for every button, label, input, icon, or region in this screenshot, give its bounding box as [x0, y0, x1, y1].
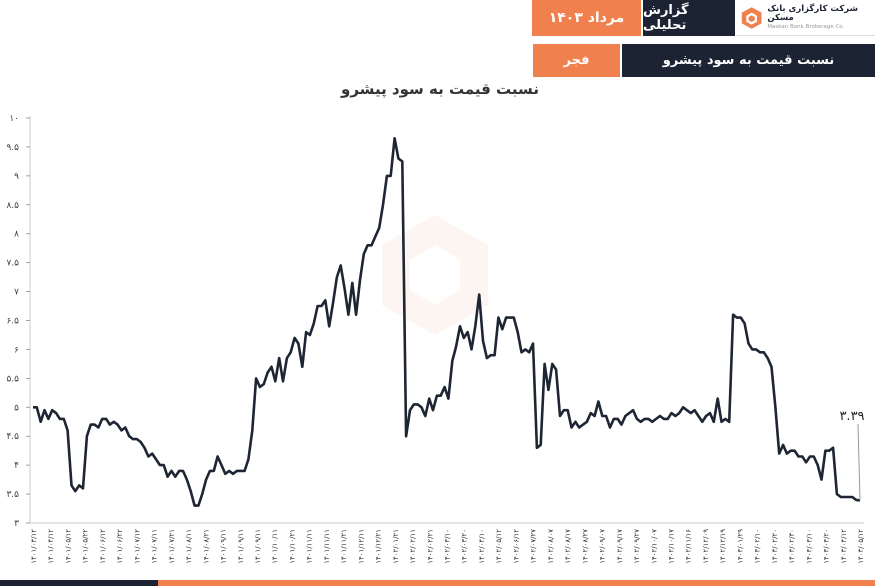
- x-tick-label: ۱۴۰۲/۱۲/۰۹: [702, 529, 710, 564]
- company-name: شرکت کارگزاری بانک مسکن: [767, 4, 858, 24]
- x-tick-label: ۱۴۰۲/۰۱/۲۱: [392, 529, 400, 564]
- x-tick-label: ۱۴۰۱/۱۰/۲۱: [288, 529, 296, 564]
- y-tick-label: ۵: [14, 403, 19, 413]
- x-tick-label: ۱۴۰۱/۱۱/۱۱: [323, 529, 331, 564]
- x-tick-label: ۱۴۰۱/۰۷/۲۱: [168, 529, 176, 564]
- report-type-label: گزارش تحلیلی: [643, 0, 735, 36]
- x-tick-label: ۱۴۰۱/۰۷/۱۱: [151, 529, 159, 564]
- chart-title: نسبت قیمت به سود پیشرو: [341, 80, 539, 98]
- y-tick-label: ۴: [14, 461, 19, 471]
- x-tick-label: ۱۴۰۳/۰۳/۲۰: [823, 529, 831, 564]
- x-tick-label: ۱۴۰۲/۰۵/۱۲: [495, 529, 503, 564]
- x-tick-label: ۱۴۰۲/۱۰/۱۷: [667, 529, 675, 564]
- x-tick-label: ۱۴۰۲/۰۸/۱۷: [564, 529, 572, 564]
- x-tick-label: ۱۴۰۲/۰۳/۲۰: [461, 529, 469, 564]
- x-tick-label: ۱۴۰۲/۰۹/۰۷: [599, 529, 607, 564]
- x-tick-label: ۱۴۰۲/۰۲/۲۱: [426, 529, 434, 564]
- stock-symbol: فجر: [533, 44, 620, 77]
- y-tick-label: ۵.۵: [6, 374, 19, 384]
- x-tick-label: ۱۴۰۲/۰۸/۲۷: [581, 529, 589, 564]
- x-tick-label: ۱۴۰۲/۱۲/۱۹: [719, 529, 727, 564]
- x-tick-label: ۱۴۰۱/۰۶/۲۲: [116, 529, 124, 564]
- x-tick-label: ۱۴۰۲/۰۷/۲۷: [530, 529, 538, 564]
- company-name-en: Maskan Bank Brokerage Co.: [767, 23, 845, 30]
- y-tick-label: ۹: [14, 172, 19, 182]
- x-tick-label: ۱۴۰۳/۰۲/۱۰: [754, 529, 762, 564]
- x-tick-label: ۱۴۰۳/۰۱/۲۹: [736, 529, 744, 564]
- x-axis: ۱۴۰۱/۰۳/۱۲ ۱۴۰۱/۰۴/۱۲ ۱۴۰۱/۰۵/۱۲ ۱۴۰۱/۰۵/۲۲…: [30, 522, 865, 564]
- x-tick-label: ۱۴۰۱/۰۷/۱۲: [133, 529, 141, 564]
- y-tick-label: ۸: [14, 230, 19, 240]
- watermark-logo: [382, 215, 488, 335]
- footer-bar-dark: [0, 580, 158, 586]
- x-tick-label: ۱۴۰۲/۰۲/۱۱: [409, 529, 417, 564]
- y-tick-label: ۱۰: [9, 114, 19, 124]
- y-tick-label: ۶: [14, 345, 19, 355]
- y-tick-label: ۳.۵: [6, 490, 19, 500]
- x-tick-label: ۱۴۰۲/۰۶/۱۲: [512, 529, 520, 564]
- x-tick-label: ۱۴۰۲/۰۳/۱۰: [444, 529, 452, 564]
- x-tick-label: ۱۴۰۱/۱۰/۱۱: [271, 529, 279, 564]
- x-tick-label: ۱۴۰۲/۰۴/۱۰: [478, 529, 486, 564]
- x-tick-label: ۱۴۰۱/۰۵/۱۲: [64, 529, 72, 564]
- y-tick-label: ۳: [14, 519, 19, 529]
- last-value-leader: [857, 423, 861, 501]
- x-tick-label: ۱۴۰۱/۰۹/۱۱: [237, 529, 245, 564]
- x-tick-label: ۱۴۰۲/۱۱/۱۶: [685, 529, 693, 564]
- x-tick-label: ۱۴۰۱/۱۲/۲۱: [375, 529, 383, 564]
- y-tick-label: ۹.۵: [6, 143, 19, 153]
- x-tick-label: ۱۴۰۱/۰۶/۱۲: [99, 529, 107, 564]
- x-tick-label: ۱۴۰۱/۰۳/۱۲: [30, 529, 38, 564]
- x-tick-label: ۱۴۰۲/۰۸/۰۷: [547, 529, 555, 564]
- company-logo-box: شرکت کارگزاری بانک مسکن Maskan Bank Brok…: [736, 0, 875, 36]
- x-tick-label: ۱۴۰۱/۰۹/۱۱: [254, 529, 262, 564]
- y-tick-label: ۶.۵: [6, 317, 19, 327]
- x-tick-label: ۱۴۰۳/۰۴/۱۲: [840, 529, 848, 564]
- x-tick-label: ۱۴۰۱/۱۲/۱۱: [357, 529, 365, 564]
- report-date-label: مرداد ۱۴۰۳: [532, 0, 641, 36]
- last-value-label: ۳.۳۹: [839, 409, 864, 424]
- company-logo-icon: [741, 6, 762, 29]
- y-axis: ۳ ۳.۵ ۴ ۴.۵ ۵ ۵.۵ ۶ ۶.۵ ۷ ۷.۵ ۸ ۸.۵ ۹ ۹.۵ ۱۰: [6, 114, 31, 529]
- x-tick-label: ۱۴۰۱/۰۴/۱۲: [47, 529, 55, 564]
- footer-bar-orange: [158, 580, 875, 586]
- pe-series-line: [33, 137, 861, 507]
- x-tick-label: ۱۴۰۲/۰۹/۱۷: [616, 529, 624, 564]
- x-tick-label: ۱۴۰۳/۰۳/۱۰: [805, 529, 813, 564]
- x-tick-label: ۱۴۰۱/۱۱/۲۱: [340, 529, 348, 564]
- y-tick-label: ۷.۵: [6, 259, 19, 269]
- x-tick-label: ۱۴۰۲/۱۰/۰۷: [650, 529, 658, 564]
- x-tick-label: ۱۴۰۲/۰۹/۲۷: [633, 529, 641, 564]
- x-tick-label: ۱۴۰۳/۰۲/۲۰: [771, 529, 779, 564]
- y-tick-label: ۷: [14, 288, 19, 298]
- x-tick-label: ۱۴۰۱/۰۸/۱۱: [185, 529, 193, 564]
- x-tick-label: ۱۴۰۱/۰۵/۲۲: [82, 529, 90, 564]
- x-tick-label: ۱۴۰۱/۰۹/۱۱: [220, 529, 228, 564]
- report-topic: نسبت قیمت به سود پیشرو: [622, 44, 875, 77]
- x-tick-label: ۱۴۰۱/۰۸/۲۱: [202, 529, 210, 564]
- y-tick-label: ۴.۵: [6, 432, 19, 442]
- x-tick-label: ۱۴۰۳/۰۵/۱۲: [857, 529, 865, 564]
- x-tick-label: ۱۴۰۱/۱۱/۱۱: [306, 529, 314, 564]
- x-tick-label: ۱۴۰۳/۰۲/۳۰: [788, 529, 796, 564]
- y-tick-label: ۸.۵: [6, 201, 19, 211]
